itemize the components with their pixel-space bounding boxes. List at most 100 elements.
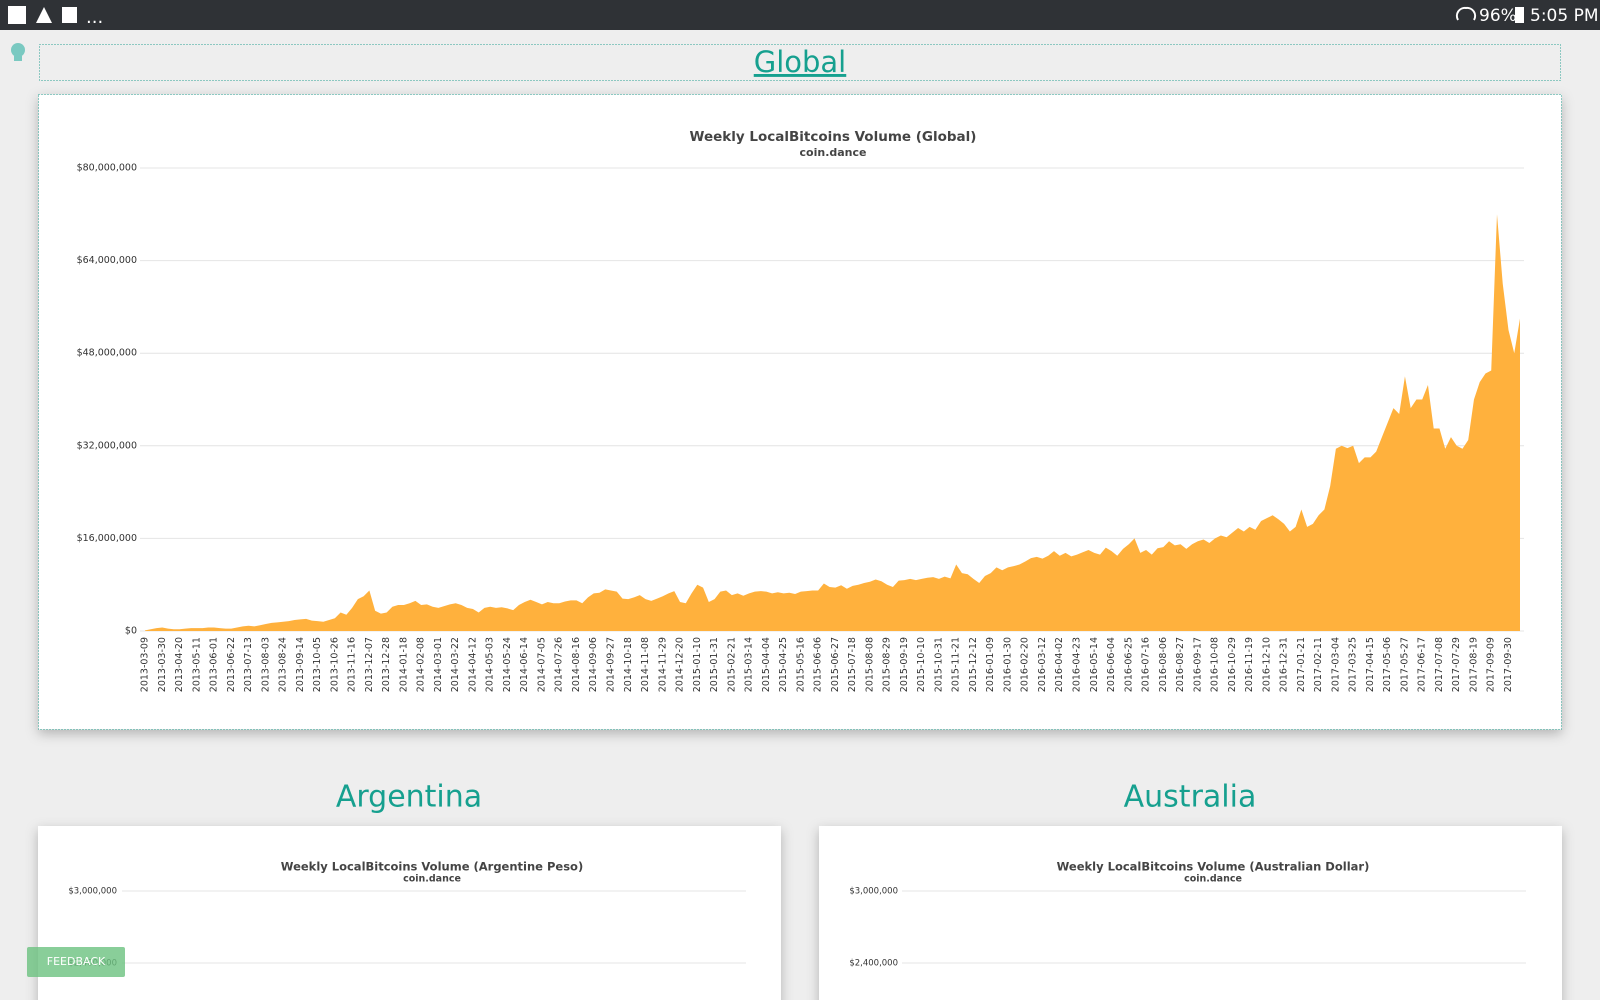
x-tick-label: 2016-10-08 <box>1210 637 1221 692</box>
x-tick-label: 2013-05-11 <box>191 637 202 692</box>
heading: Australia <box>1124 780 1257 815</box>
x-tick-label: 2017-01-21 <box>1296 637 1307 692</box>
x-tick-label: 2014-09-27 <box>606 637 617 692</box>
x-tick-label: 2014-03-01 <box>433 637 444 692</box>
chart-card <box>38 826 781 1000</box>
x-tick-label: 2017-02-11 <box>1313 637 1324 692</box>
x-tick-label: 2014-04-12 <box>467 637 478 692</box>
x-tick-label: 2014-11-29 <box>657 637 668 692</box>
x-tick-label: 2017-09-30 <box>1503 637 1514 692</box>
facebook-icon <box>62 7 77 23</box>
x-tick-label: 2013-10-26 <box>329 637 340 692</box>
vlc-icon <box>36 7 52 23</box>
x-tick-label: 2014-07-05 <box>536 637 547 692</box>
chart-subtitle: coin.dance <box>403 874 461 885</box>
feedback-label[interactable]: FEEDBACK <box>47 955 106 968</box>
battery-icon <box>1515 7 1524 23</box>
x-tick-label: 2017-09-09 <box>1486 637 1497 692</box>
x-tick-label: 2014-07-26 <box>554 637 565 692</box>
y-tick-label: $80,000,000 <box>77 163 137 174</box>
x-tick-label: 2017-04-15 <box>1365 637 1376 692</box>
x-tick-label: 2013-03-30 <box>157 637 168 692</box>
x-tick-label: 2015-04-04 <box>761 637 772 692</box>
heading-link[interactable]: Global <box>754 45 847 79</box>
y-tick-label: $3,000,000 <box>68 887 117 897</box>
chart-subtitle: coin.dance <box>1184 874 1242 885</box>
x-tick-label: 2016-01-09 <box>985 637 996 692</box>
x-tick-label: 2017-07-29 <box>1451 637 1462 692</box>
x-tick-label: 2013-04-20 <box>174 637 185 692</box>
area <box>145 214 1520 632</box>
x-tick-label: 2014-09-06 <box>588 637 599 692</box>
x-tick-label: 2013-08-24 <box>278 637 289 692</box>
x-tick-label: 2015-06-06 <box>813 637 824 692</box>
bulb-icon <box>11 43 25 61</box>
x-tick-label: 2015-06-27 <box>830 637 841 692</box>
x-tick-label: 2013-10-05 <box>312 637 323 692</box>
x-tick-label: 2013-06-01 <box>209 637 220 692</box>
chart-title: Weekly LocalBitcoins Volume (Argentine P… <box>281 860 583 874</box>
x-tick-label: 2013-11-16 <box>347 637 358 692</box>
x-tick-label: 2014-01-18 <box>398 637 409 692</box>
x-tick-label: 2014-11-08 <box>640 637 651 692</box>
x-tick-label: 2016-06-04 <box>1106 637 1117 692</box>
y-tick-label: $16,000,000 <box>77 533 137 544</box>
y-tick-label: $48,000,000 <box>77 348 137 359</box>
x-tick-label: 2016-12-31 <box>1279 637 1290 692</box>
x-tick-label: 2016-01-30 <box>1002 637 1013 692</box>
x-tick-label: 2015-01-31 <box>709 637 720 692</box>
x-tick-label: 2015-09-19 <box>899 637 910 692</box>
chart-card <box>38 94 1562 730</box>
x-tick-label: 2017-03-04 <box>1330 637 1341 692</box>
x-tick-label: 2014-02-08 <box>416 637 427 692</box>
y-tick-label: $32,000,000 <box>77 440 137 451</box>
x-tick-label: 2015-02-21 <box>726 637 737 692</box>
x-tick-label: 2017-05-27 <box>1399 637 1410 692</box>
x-tick-label: 2017-06-17 <box>1417 637 1428 692</box>
heading-box <box>39 44 1561 81</box>
feedback-button[interactable] <box>27 947 125 977</box>
x-tick-label: 2014-05-03 <box>485 637 496 692</box>
x-tick-label: 2016-04-02 <box>1054 637 1065 692</box>
x-tick-label: 2017-05-06 <box>1382 637 1393 692</box>
x-tick-label: 2017-03-25 <box>1348 637 1359 692</box>
x-tick-label: 2014-12-20 <box>675 637 686 692</box>
x-tick-label: 2014-06-14 <box>519 637 530 692</box>
y-tick-label: $64,000,000 <box>77 255 137 266</box>
chart-title: Weekly LocalBitcoins Volume (Australian … <box>1057 860 1370 874</box>
x-tick-label: 2016-10-29 <box>1227 637 1238 692</box>
heading: Argentina <box>336 780 482 815</box>
chart-card <box>819 826 1562 1000</box>
y-tick-label: $2,400,000 <box>849 959 898 969</box>
status-bar <box>0 0 1600 30</box>
clock: 5:05 PM <box>1530 6 1599 26</box>
x-tick-label: 2015-08-08 <box>864 637 875 692</box>
chart-title: Weekly LocalBitcoins Volume (Global) <box>690 129 977 145</box>
chart-subtitle: coin.dance <box>800 146 867 159</box>
more-icons: ... <box>86 7 103 28</box>
x-tick-label: 2015-05-16 <box>795 637 806 692</box>
x-tick-label: 2017-07-08 <box>1434 637 1445 692</box>
x-tick-label: 2014-05-24 <box>502 637 513 692</box>
x-tick-label: 2016-08-27 <box>1175 637 1186 692</box>
x-tick-label: 2017-08-19 <box>1468 637 1479 692</box>
x-tick-label: 2016-11-19 <box>1244 637 1255 692</box>
x-tick-label: 2016-12-10 <box>1261 637 1272 692</box>
x-tick-label: 2016-02-20 <box>1020 637 1031 692</box>
x-tick-label: 2014-08-16 <box>571 637 582 692</box>
wifi-icon <box>1455 6 1477 21</box>
x-tick-label: 2015-10-31 <box>933 637 944 692</box>
x-tick-label: 2013-07-13 <box>243 637 254 692</box>
x-tick-label: 2015-03-14 <box>744 637 755 692</box>
x-tick-label: 2015-08-29 <box>882 637 893 692</box>
x-tick-label: 2015-11-21 <box>951 637 962 692</box>
app-icon <box>8 6 26 24</box>
x-tick-label: 2013-03-09 <box>140 637 151 692</box>
x-tick-label: 2016-03-12 <box>1037 637 1048 692</box>
charts: Weekly LocalBitcoins Volume (Global)coin… <box>68 129 1526 969</box>
x-tick-label: 2013-06-22 <box>226 637 237 692</box>
x-tick-label: 2016-04-23 <box>1072 637 1083 692</box>
x-tick-label: 2016-05-14 <box>1089 637 1100 692</box>
